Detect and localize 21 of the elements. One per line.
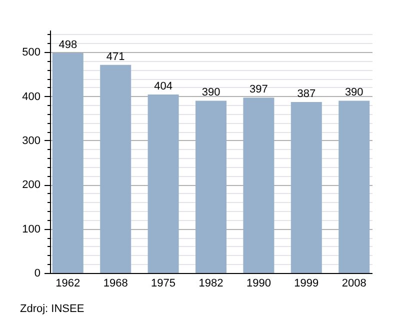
x-tick-label: 1975 [151, 278, 176, 290]
y-tick-label: 500 [22, 46, 40, 59]
x-tick-label: 1968 [103, 278, 128, 290]
data-label: 404 [154, 80, 172, 93]
data-label: 498 [58, 38, 78, 51]
data-label: 471 [106, 50, 125, 63]
x-tick-label: 1982 [198, 278, 224, 290]
y-tick-label: 200 [22, 179, 40, 192]
y-tick-label: 100 [22, 223, 40, 236]
x-tick-label: 2008 [342, 278, 366, 290]
data-label: 397 [250, 84, 268, 96]
x-tick-label: 1990 [246, 278, 271, 290]
data-label: 387 [297, 88, 316, 100]
x-tick-label: 1962 [56, 278, 80, 290]
text: Zdroj: INSEE [20, 303, 84, 315]
y-tick-label: 0 [34, 268, 40, 280]
data-label: 390 [202, 86, 220, 99]
x-tick-label: 1999 [294, 278, 319, 290]
data-label: 390 [344, 86, 364, 99]
y-tick-label: 300 [22, 134, 40, 147]
y-tick-label: 400 [22, 90, 40, 103]
